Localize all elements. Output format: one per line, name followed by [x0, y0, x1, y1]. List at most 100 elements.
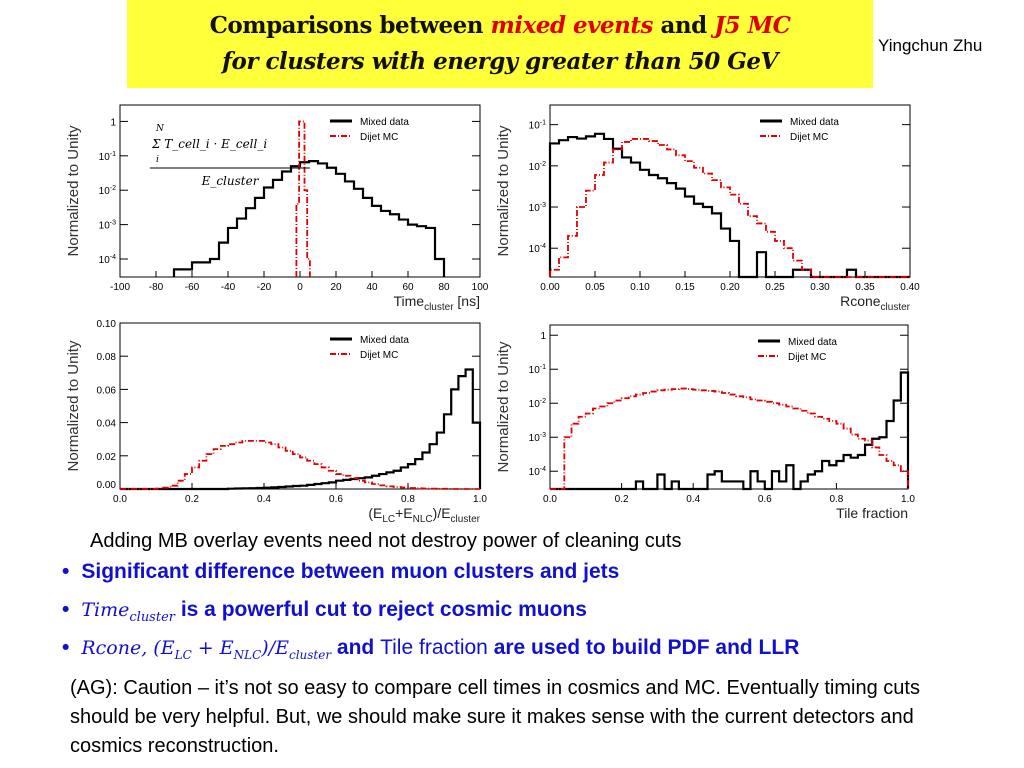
- x-tick-label: 0.2: [185, 494, 199, 505]
- x-tick-label: 0.0: [113, 494, 127, 505]
- x-tick-label: 0.6: [758, 494, 772, 505]
- y-tick-label: 10-1: [529, 364, 546, 376]
- x-tick-label: 0.00: [540, 282, 560, 293]
- y-tick-label: 1: [540, 331, 546, 342]
- title-highlight: mixed events: [490, 12, 654, 39]
- math-sub: cluster: [288, 648, 332, 663]
- x-tick-label: 0.2: [615, 494, 629, 505]
- formula-sum-top: N: [155, 124, 165, 134]
- energy-fraction-plot: 0.0 0.2 0.4 0.6 0.8 1.0 0.00 0.02 0.04 0.06 0.08 0.…: [65, 319, 487, 525]
- y-tick-label: 0.06: [97, 385, 117, 396]
- math-sub: cluster: [129, 610, 175, 626]
- overlay-note: Adding MB overlay events need not destro…: [90, 530, 682, 552]
- x-tick-label: 1.0: [473, 494, 487, 505]
- math-sub: LC: [174, 648, 192, 663]
- x-tick-label: -40: [221, 282, 236, 293]
- math-sub: NLC: [233, 648, 262, 663]
- x-tick-label: 0.35: [855, 282, 875, 293]
- author-name: Yingchun Zhu: [878, 36, 983, 55]
- y-tick-label: 0.08: [97, 352, 117, 363]
- y-tick-label: 10-1: [99, 151, 116, 163]
- title-text: Comparisons between: [209, 12, 491, 39]
- dijet-mc-histogram: [120, 439, 480, 490]
- title-text: and: [652, 12, 715, 39]
- math-text: Time: [81, 599, 130, 621]
- y-tick-label: 0.10: [97, 319, 117, 330]
- slide-title: Comparisons between mixed events and J5 …: [127, 0, 873, 88]
- x-tick-label: -80: [149, 282, 164, 293]
- y-tick-label: 0.00: [97, 480, 117, 491]
- formula-sum-bottom: i: [156, 155, 159, 165]
- y-tick-label: 10-2: [529, 398, 546, 410]
- x-axis-label: Timecluster [ns]: [393, 293, 480, 310]
- y-tick-label: 10-3: [529, 202, 546, 214]
- ag-comment: (AG): Caution – it’s not so easy to comp…: [70, 677, 920, 757]
- x-tick-label: 0: [297, 282, 303, 293]
- x-tick-label: 0.25: [765, 282, 785, 293]
- bullet-text: are used to build PDF and LLR: [487, 636, 800, 659]
- formula-numerator: Σ T_cell_i · E_cell_i: [151, 137, 267, 151]
- y-axis-label: Normalized to Unity: [495, 125, 512, 256]
- math-text: )/E: [261, 637, 289, 659]
- x-tick-label: 0.8: [829, 494, 843, 505]
- legend-label: Mixed data: [790, 117, 839, 128]
- y-tick-label: 10-2: [529, 161, 546, 173]
- x-tick-label: 0.4: [686, 494, 700, 505]
- plot-frame: [549, 104, 911, 278]
- x-tick-label: 40: [366, 282, 378, 293]
- formula-denominator: E_cluster: [201, 174, 260, 188]
- dijet-mc-histogram: [549, 138, 910, 278]
- x-tick-label: 0.8: [401, 494, 415, 505]
- y-tick-label: 10-3: [529, 432, 546, 444]
- legend-label: Mixed data: [360, 335, 409, 346]
- x-tick-label: 0.05: [585, 282, 605, 293]
- x-tick-label: 60: [402, 282, 414, 293]
- y-tick-label: 10-3: [99, 220, 116, 232]
- x-tick-label: 20: [330, 282, 342, 293]
- y-tick-label: 10-4: [99, 254, 116, 266]
- x-tick-label: 0.0: [543, 494, 557, 505]
- legend-label: Mixed data: [360, 117, 409, 128]
- bullet-text: Significant difference between muon clus…: [81, 560, 620, 583]
- mixed-data-histogram: [548, 132, 910, 279]
- x-tick-label: 80: [438, 282, 450, 293]
- title-line-2: for clusters with energy greater than 50…: [222, 48, 778, 75]
- x-tick-label: 1.0: [901, 494, 915, 505]
- y-tick-label: 10-4: [529, 466, 546, 478]
- bullet-text: and: [331, 636, 381, 659]
- x-tick-label: 0.20: [720, 282, 740, 293]
- legend-label: Dijet MC: [360, 350, 398, 361]
- time-cluster-plot: -100 -80 -60 -40 -20 0 20 40 60 80 100 1 10-1 10-2 10-…: [65, 104, 489, 310]
- bullet-item: Significant difference between muon clus…: [62, 555, 799, 593]
- x-tick-label: 0.6: [329, 494, 343, 505]
- bullet-list: Significant difference between muon clus…: [62, 555, 799, 669]
- legend-label: Dijet MC: [360, 132, 398, 143]
- legend-label: Mixed data: [788, 337, 837, 348]
- x-tick-label: 0.4: [257, 494, 271, 505]
- x-tick-label: 0.15: [675, 282, 695, 293]
- x-axis-label: Tile fraction: [836, 505, 908, 521]
- mixed-data-histogram: [172, 160, 446, 277]
- y-tick-label: 1: [110, 117, 116, 128]
- x-tick-label: 0.10: [630, 282, 650, 293]
- y-tick-label: 10-2: [99, 185, 116, 197]
- bullet-item: Rcone, (ELC + ENLC)/Ecluster and Tile fr…: [62, 631, 799, 669]
- x-tick-label: -100: [110, 282, 130, 293]
- bullet-item: Timecluster is a powerful cut to reject …: [62, 593, 799, 631]
- bullet-text: is a powerful cut to reject cosmic muons: [175, 598, 587, 621]
- x-tick-label: 0.30: [810, 282, 830, 293]
- y-axis-label: Normalized to Unity: [65, 125, 82, 256]
- legend-label: Dijet MC: [790, 132, 828, 143]
- y-tick-label: 10-4: [529, 243, 546, 255]
- x-axis-label: (ELC+ENLC)/Ecluster: [368, 505, 480, 525]
- y-tick-label: 0.02: [97, 452, 117, 463]
- y-axis-label: Normalized to Unity: [495, 341, 512, 472]
- dijet-mc-histogram: [550, 387, 909, 490]
- x-tick-label: -20: [257, 282, 272, 293]
- math-text: Rcone, (E: [81, 637, 175, 659]
- plot-frame: [119, 322, 481, 490]
- rcone-cluster-plot: 0.00 0.05 0.10 0.15 0.20 0.25 0.30 0.35 0.40 10-1…: [495, 104, 920, 310]
- bullet-text: Tile fraction: [380, 636, 488, 659]
- dijet-mc-histogram: [295, 120, 311, 277]
- legend-label: Dijet MC: [788, 352, 826, 363]
